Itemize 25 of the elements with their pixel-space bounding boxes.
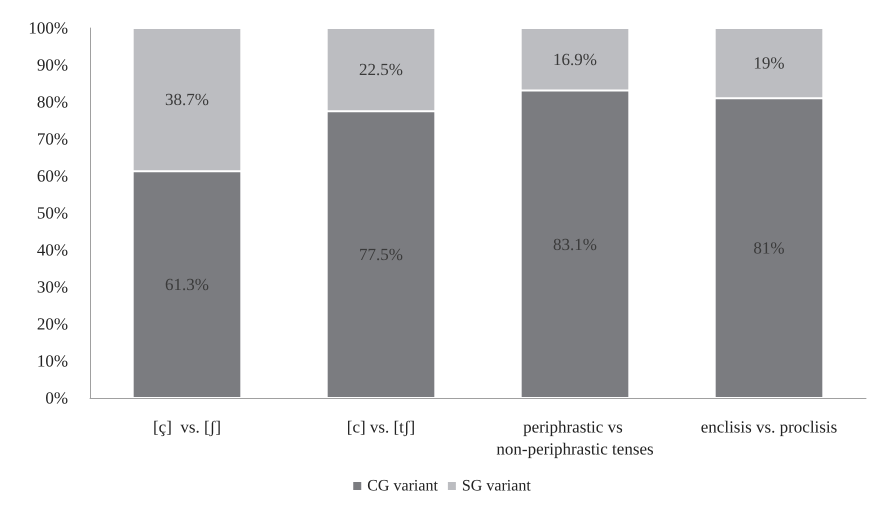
y-tick-label: 20%: [36, 314, 68, 334]
data-label: 83.1%: [553, 234, 597, 254]
y-tick-label: 10%: [36, 352, 68, 370]
data-label: 19%: [753, 54, 785, 73]
y-tick-label: 30%: [36, 278, 68, 296]
data-label: 77.5%: [359, 245, 403, 264]
y-tick-label: 80%: [36, 92, 68, 112]
data-label: 16.9%: [553, 50, 597, 69]
y-tick-label: 60%: [36, 166, 68, 186]
x-tick-label: periphrastic vs non-periphrastic tenses: [496, 418, 654, 458]
x-tick-label: [c] vs. [tʃ]: [346, 418, 416, 436]
y-tick-label: 40%: [36, 240, 68, 260]
y-tick-label: 50%: [36, 204, 68, 222]
data-label: 81%: [753, 238, 785, 258]
data-label: 22.5%: [359, 60, 403, 80]
x-tick-label: [ç] vs. [ʃ]: [153, 418, 221, 436]
data-label: 38.7%: [165, 90, 209, 110]
legend-label: CG variant: [367, 478, 438, 494]
data-label: 61.3%: [165, 275, 209, 294]
y-tick-label: 90%: [36, 56, 68, 74]
y-tick-label: 100%: [28, 18, 68, 38]
legend-label: SG variant: [462, 478, 532, 494]
y-tick-label: 0%: [45, 388, 68, 408]
x-tick-label: enclisis vs. proclisis: [700, 418, 838, 436]
y-tick-label: 70%: [36, 130, 68, 148]
